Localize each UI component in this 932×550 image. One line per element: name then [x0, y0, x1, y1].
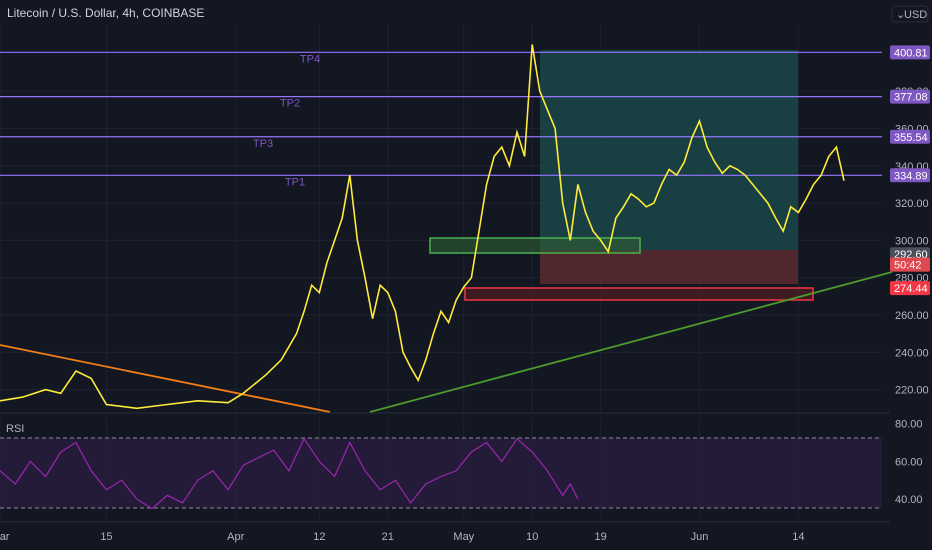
downtrend-line[interactable]	[0, 344, 331, 413]
tp-price-badge-text: 400.81	[894, 47, 928, 59]
tp-price-badge	[890, 45, 930, 60]
tp-level-label: TP4	[300, 53, 320, 65]
rsi-tick-label: 40.00	[895, 494, 923, 506]
price-tick-label: 260.00	[895, 310, 929, 322]
price-badge-text: 274.44	[894, 283, 928, 295]
currency-selector-frame	[891, 5, 929, 23]
time-tick-label: 21	[382, 531, 394, 543]
tp-price-badge-text: 334.89	[894, 170, 928, 182]
rsi-axis: 40.00 60.00 80.00	[895, 419, 923, 506]
uptrend-line[interactable]	[369, 271, 893, 413]
loss-zone[interactable]	[540, 250, 798, 284]
tp-level-label: TP2	[280, 98, 300, 110]
rsi-tick-label: 60.00	[895, 456, 923, 468]
rsi-pane[interactable]: RSI 40.00 60.00 80.00	[0, 419, 923, 510]
price-tick-label: 300.00	[895, 235, 929, 247]
tp-level-label: TP1	[285, 176, 305, 188]
tp-price-badge	[890, 89, 930, 104]
time-axis[interactable]: Mar 15 Apr 12 21 May 10 19 Jun 14	[0, 531, 804, 543]
chevron-down-icon: ⌄	[896, 9, 905, 21]
time-tick-label: 14	[792, 531, 804, 543]
time-tick-label: 15	[100, 531, 112, 543]
time-tick-label: 10	[526, 531, 538, 543]
time-tick-label: May	[453, 531, 474, 543]
rsi-tick-label: 80.00	[895, 419, 923, 431]
time-tick-label: Mar	[0, 531, 10, 543]
resistance-zone-box[interactable]	[464, 287, 814, 301]
chart-title: Litecoin / U.S. Dollar, 4h, COINBASE	[7, 6, 204, 20]
price-tick-label: 320.00	[895, 198, 929, 210]
time-tick-label: Apr	[227, 531, 244, 543]
rsi-label: RSI	[6, 423, 24, 435]
price-tick-label: 240.00	[895, 347, 929, 359]
time-tick-label: 12	[313, 531, 325, 543]
time-tick-label: 19	[595, 531, 607, 543]
price-badge	[890, 281, 930, 296]
price-badge	[890, 257, 930, 272]
price-tick-label: 220.00	[895, 385, 929, 397]
price-badges: 400.81377.08355.54334.89292.6050:42274.4…	[890, 45, 930, 296]
price-line-series	[0, 44, 845, 410]
price-badge-text: 50:42	[894, 260, 922, 272]
tp-price-badge	[890, 168, 930, 183]
tp-price-badge	[890, 129, 930, 144]
take-profit-lines: TP4 TP2 TP3 TP1	[0, 51, 882, 188]
rsi-band	[0, 438, 882, 508]
time-tick-label: Jun	[691, 531, 709, 543]
tp-price-badge-text: 355.54	[894, 132, 928, 144]
currency-label: USD	[904, 9, 927, 21]
currency-selector[interactable]: ⌄ USD	[891, 5, 929, 23]
support-zone-box[interactable]	[429, 237, 641, 254]
tp-price-badge-text: 377.08	[894, 92, 928, 104]
rsi-line-series	[0, 437, 579, 510]
tp-level-label: TP3	[253, 138, 273, 150]
profit-zone[interactable]	[540, 50, 798, 250]
